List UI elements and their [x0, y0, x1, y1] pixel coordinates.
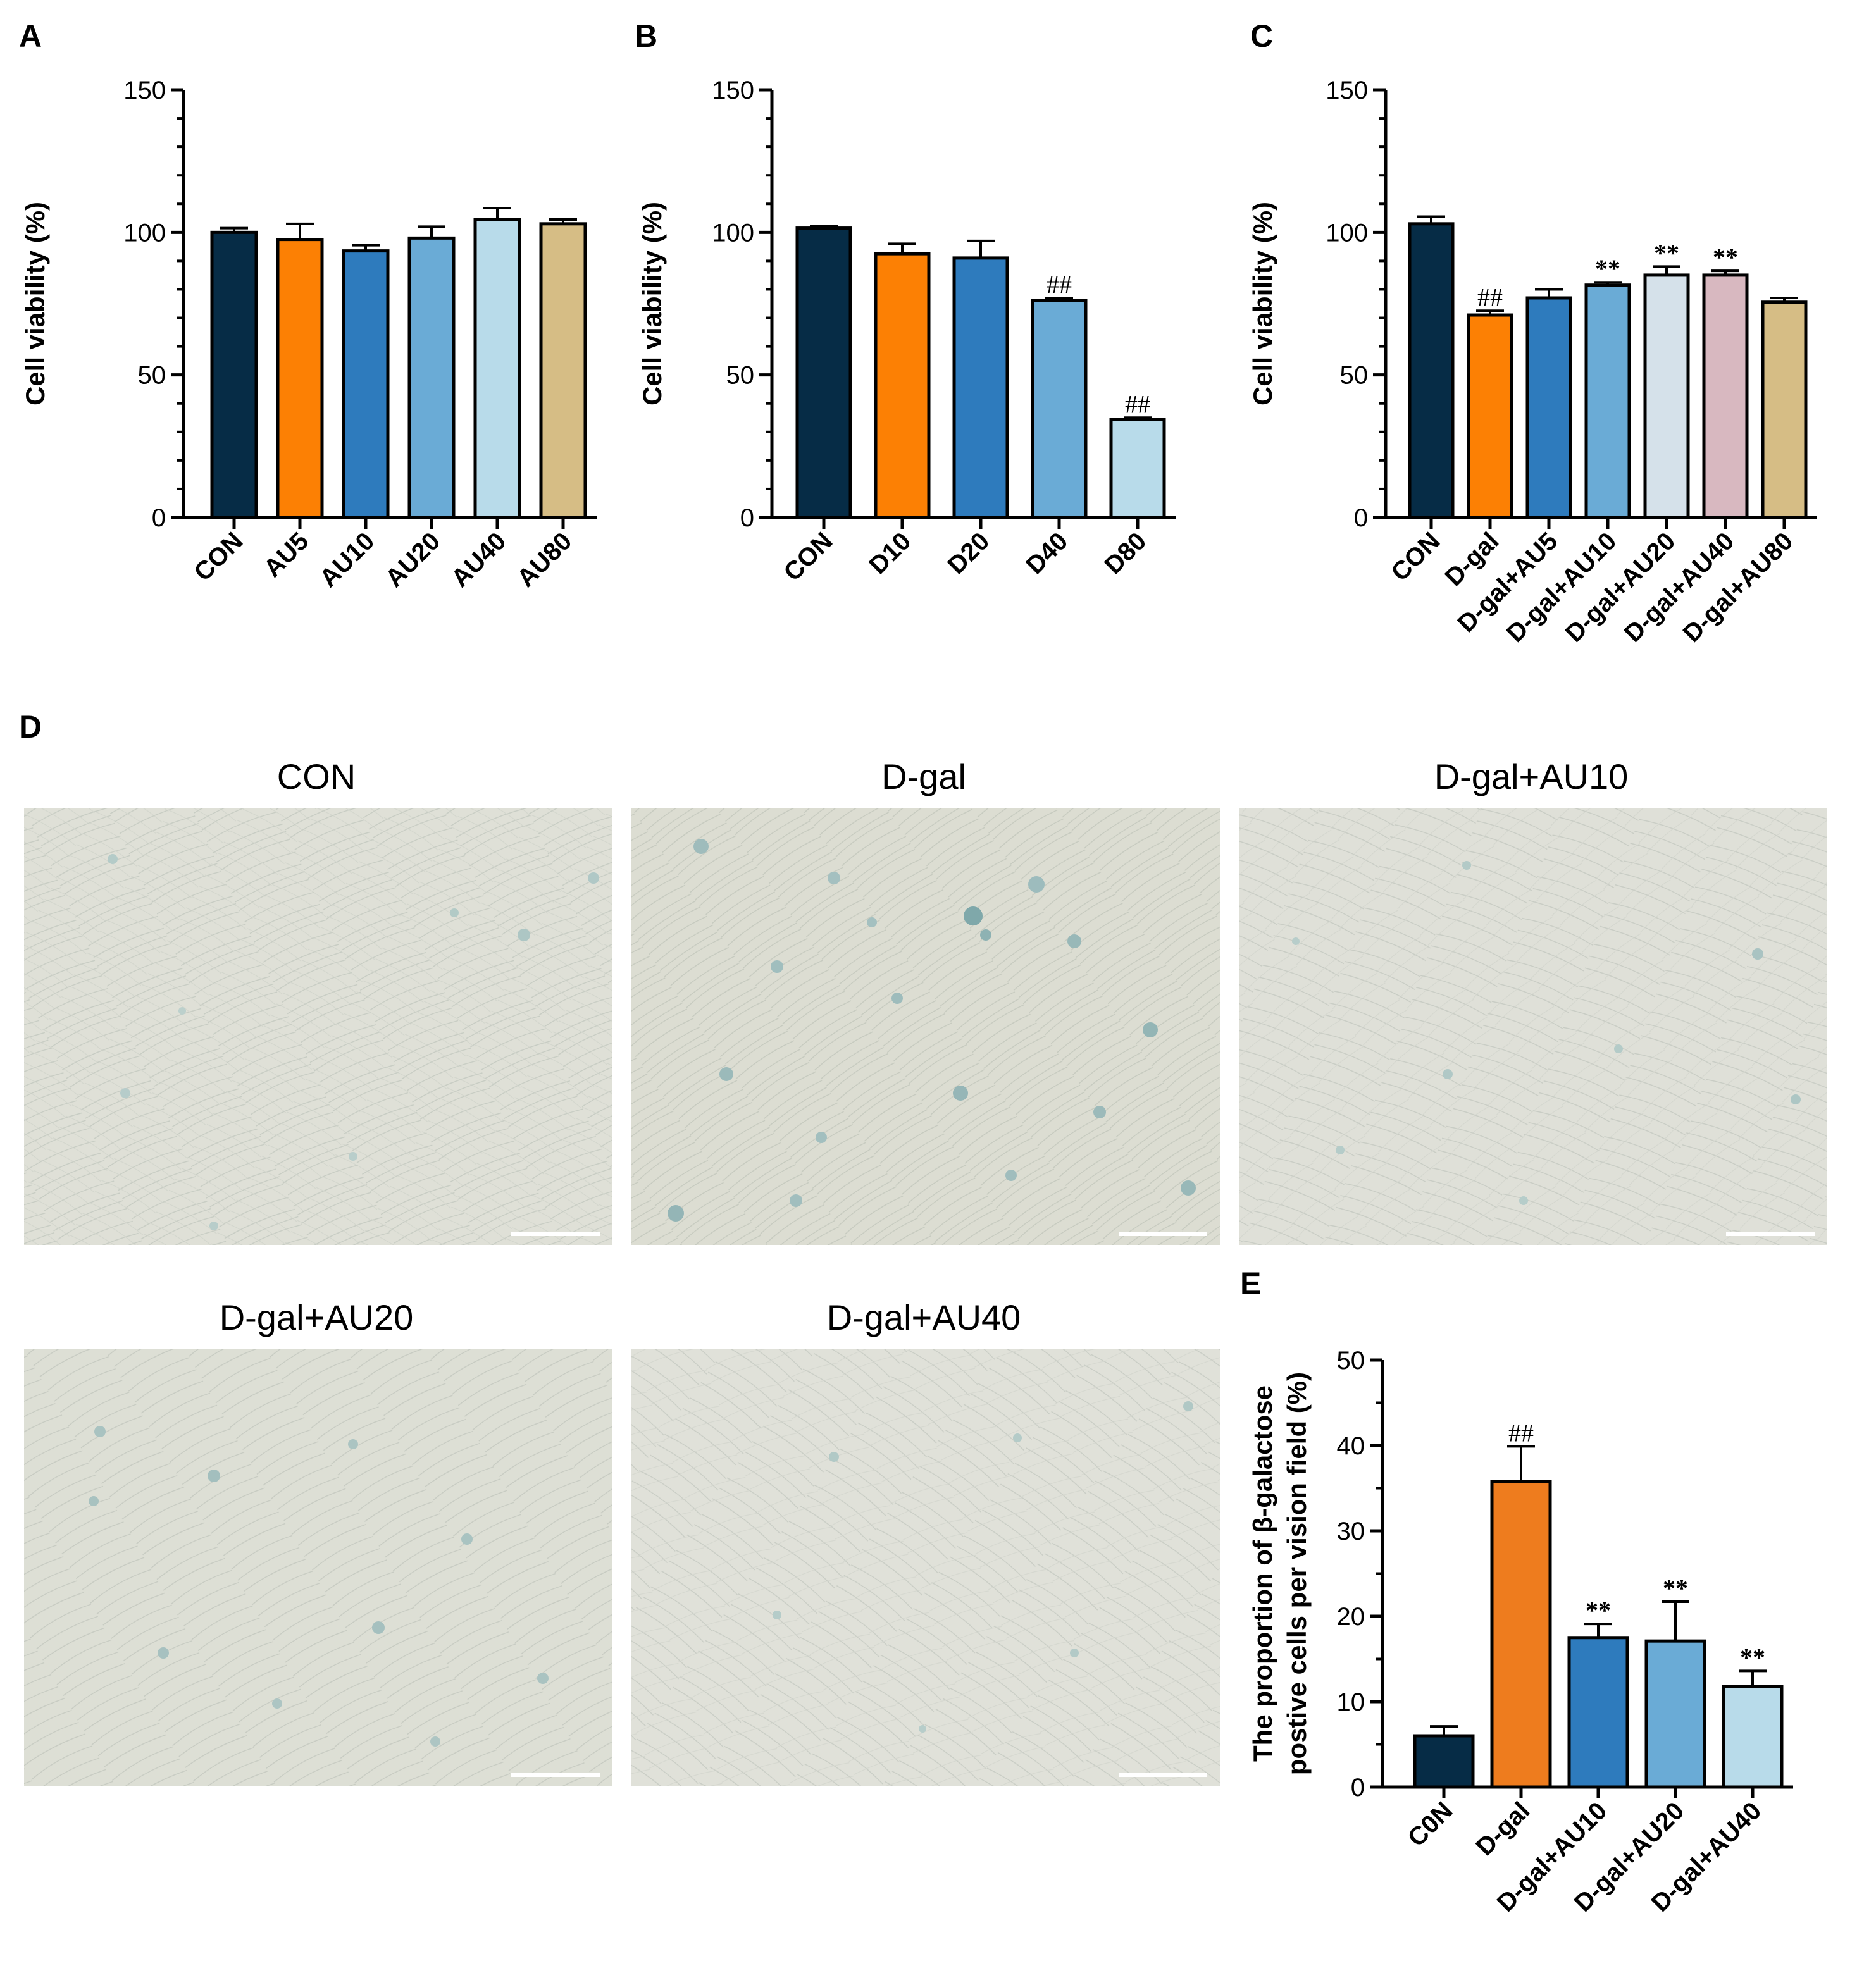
micrograph-dgal-au40: [631, 1349, 1220, 1786]
y-tick-label: 30: [1337, 1518, 1365, 1545]
bar-d-gal-au10: [1584, 283, 1631, 519]
y-tick-label: 50: [1340, 362, 1369, 390]
category-label: CON: [778, 527, 838, 586]
category-label: AU20: [380, 527, 445, 592]
bar-d-gal-au20: [1644, 1639, 1706, 1789]
bar-d-gal-au20: [1643, 273, 1690, 519]
y-tick-label: 100: [1326, 219, 1368, 247]
scale-bar: [1119, 1232, 1207, 1236]
significance-mark: **: [1713, 243, 1738, 271]
bar-au20: [407, 236, 456, 519]
bar-d-gal-au80: [1761, 300, 1808, 519]
scale-bar: [1726, 1232, 1815, 1236]
bar-d-gal-au10: [1567, 1636, 1629, 1789]
bar-d40: [1031, 299, 1088, 519]
y-axis-label: Cell viability (%): [20, 202, 50, 405]
significance-mark: **: [1740, 1643, 1765, 1671]
bar-au80: [539, 222, 587, 519]
category-label: D-gal: [1471, 1797, 1536, 1861]
bar-d10: [874, 252, 931, 519]
y-tick-label: 150: [712, 77, 754, 104]
bar-d-gal-au40: [1722, 1685, 1784, 1789]
category-label: D20: [942, 527, 995, 579]
significance-mark: **: [1663, 1574, 1688, 1602]
category-label: C0N: [1403, 1797, 1458, 1852]
y-tick-label: 150: [123, 77, 166, 104]
bar-au40: [473, 218, 521, 519]
scale-bar: [1119, 1773, 1207, 1777]
panel-letter-d: D: [19, 709, 42, 745]
y-tick-label: 10: [1337, 1688, 1365, 1716]
significance-mark: ##: [1125, 390, 1150, 418]
y-tick-label: 0: [152, 504, 166, 532]
bar-au10: [342, 249, 390, 519]
bar-d20: [952, 256, 1009, 519]
chart-e-beta-gal-proportion: 0 10 20 30 40 50 The proportion of β-galactose…: [1248, 1347, 1793, 1917]
bar-d-gal: [1467, 313, 1513, 519]
panel-letter-c: C: [1250, 18, 1274, 54]
micrograph-title-dgal-au40: D-gal+AU40: [826, 1297, 1021, 1337]
significance-mark: **: [1595, 254, 1620, 283]
y-axis-label: The proportion of β-galactose: [1248, 1385, 1277, 1762]
micrograph-title-dgal-au10: D-gal+AU10: [1434, 757, 1629, 796]
bar-au5: [276, 238, 324, 519]
y-tick-label: 50: [1337, 1347, 1365, 1375]
scale-bar: [511, 1773, 600, 1777]
bar-d80: [1109, 418, 1166, 519]
micrograph-title-dgal: D-gal: [881, 757, 966, 796]
bar-d-gal-au40: [1702, 273, 1749, 519]
category-label: D10: [864, 527, 916, 579]
chart-b-viability-dgal: 0 50 100 150 Cell viability (%) CON D10 D20 D40 #…: [637, 77, 1176, 586]
micrograph-dgal-au20: [24, 1349, 612, 1786]
y-tick-label: 0: [1351, 1774, 1365, 1802]
category-label: AU40: [446, 527, 511, 592]
category-label: D80: [1099, 527, 1152, 579]
scale-bar: [511, 1232, 600, 1236]
significance-mark: ##: [1047, 270, 1072, 299]
category-label: AU5: [259, 527, 314, 583]
y-tick-label: 100: [712, 219, 754, 247]
y-tick-label: 100: [123, 219, 166, 247]
y-tick-label: 150: [1326, 77, 1368, 104]
y-tick-label: 50: [726, 362, 755, 390]
category-label: AU10: [314, 527, 380, 592]
y-tick-label: 40: [1337, 1432, 1365, 1460]
category-label: CON: [1386, 527, 1445, 586]
micrograph-con: [24, 808, 612, 1245]
y-tick-label: 20: [1337, 1603, 1365, 1631]
panel-letter-a: A: [19, 18, 42, 54]
bar-d-gal: [1490, 1480, 1552, 1789]
bar-d-gal-au5: [1525, 296, 1572, 519]
y-tick-label: 50: [138, 362, 166, 390]
micrograph-dgal-au10: [1239, 808, 1827, 1245]
bar-con: [795, 226, 852, 519]
category-label: AU80: [512, 527, 577, 592]
category-label: D40: [1021, 527, 1073, 579]
chart-a-viability-au: 0 50 100 150 Cell viability (%) CON AU5 AU10 AU2…: [20, 77, 597, 593]
panel-letter-e: E: [1240, 1266, 1262, 1301]
panel-letter-b: B: [635, 18, 658, 54]
significance-mark: ##: [1508, 1418, 1534, 1447]
significance-mark: ##: [1477, 283, 1503, 311]
significance-mark: **: [1586, 1596, 1611, 1624]
y-tick-label: 0: [740, 504, 754, 532]
bar-c0n: [1413, 1734, 1475, 1789]
bar-con: [1408, 222, 1455, 519]
category-label: CON: [189, 527, 248, 586]
micrograph-dgal: [631, 808, 1220, 1245]
y-tick-label: 0: [1354, 504, 1368, 532]
bar-con: [210, 230, 258, 519]
y-axis-label: postive cells per vision field (%): [1282, 1372, 1312, 1775]
significance-mark: **: [1654, 238, 1679, 267]
y-axis-label: Cell viability (%): [637, 202, 667, 405]
micrograph-title-con: CON: [276, 757, 356, 796]
y-axis-label: Cell viability (%): [1248, 202, 1277, 405]
micrograph-title-dgal-au20: D-gal+AU20: [219, 1297, 414, 1337]
